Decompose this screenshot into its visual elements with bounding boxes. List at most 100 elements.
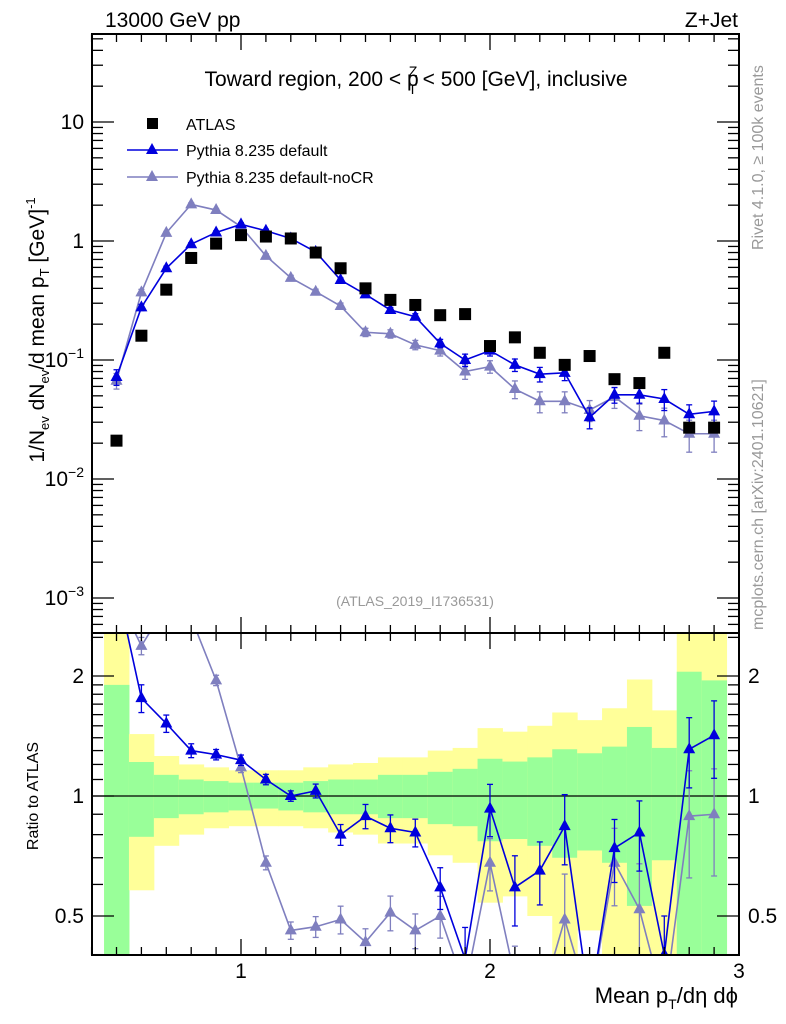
ratio-point-default bbox=[508, 880, 521, 892]
data-point-atlas bbox=[583, 350, 596, 363]
data-point-default bbox=[185, 237, 198, 249]
data-point-atlas bbox=[533, 346, 546, 359]
ratio-point-nocr bbox=[384, 905, 397, 917]
data-point-atlas bbox=[434, 309, 447, 322]
data-point-atlas bbox=[309, 246, 322, 259]
data-point-atlas bbox=[235, 229, 247, 242]
data-point-nocr bbox=[633, 408, 646, 420]
band-inner-bin bbox=[178, 779, 205, 815]
data-point-atlas bbox=[334, 262, 347, 275]
ratio-point-default bbox=[185, 743, 198, 755]
data-point-default bbox=[434, 336, 447, 348]
ratio-y-tick-label-right: 2 bbox=[748, 665, 760, 688]
ratio-point-default bbox=[235, 753, 247, 765]
band-inner-bin bbox=[527, 757, 553, 846]
data-point-nocr bbox=[384, 326, 397, 338]
main-plot-title: Toward region, 200 < pZ T < 500 [GeV], in… bbox=[204, 63, 627, 97]
ratio-point-default bbox=[284, 789, 297, 800]
ratio-point-nocr bbox=[409, 923, 422, 935]
y-tick-label: 1 bbox=[72, 230, 84, 253]
ratio-point-nocr bbox=[309, 919, 322, 931]
header-right: Z+Jet bbox=[685, 9, 738, 32]
data-point-nocr bbox=[533, 394, 546, 406]
ratio-point-default bbox=[558, 819, 571, 831]
data-point-atlas bbox=[384, 293, 397, 306]
data-point-default bbox=[558, 365, 571, 377]
data-point-default bbox=[409, 309, 422, 321]
ratio-point-default bbox=[633, 825, 646, 837]
data-point-default bbox=[110, 369, 123, 381]
ratio-y-axis-label: Ratio to ATLAS bbox=[25, 742, 42, 850]
y-tick-label: 10−3 bbox=[45, 583, 85, 610]
data-point-atlas bbox=[508, 331, 521, 344]
ratio-point-default bbox=[409, 825, 422, 837]
ratio-plot-marks bbox=[111, 577, 721, 1008]
data-point-default bbox=[508, 357, 521, 369]
legend-label-default: Pythia 8.235 default bbox=[186, 143, 328, 160]
legend-marker-default bbox=[146, 143, 158, 154]
data-point-default bbox=[683, 407, 696, 419]
legend-marker-atlas bbox=[147, 118, 158, 129]
data-point-nocr bbox=[160, 225, 173, 237]
data-point-default bbox=[384, 303, 397, 315]
data-point-nocr bbox=[210, 203, 223, 215]
data-point-atlas bbox=[484, 340, 496, 353]
data-point-atlas bbox=[110, 434, 123, 447]
band-inner-bin bbox=[427, 771, 454, 825]
ratio-point-default bbox=[533, 863, 546, 875]
data-point-atlas bbox=[259, 230, 272, 243]
data-point-atlas bbox=[210, 237, 223, 250]
data-point-nocr bbox=[459, 364, 472, 376]
band-inner-bin bbox=[104, 684, 130, 955]
data-point-atlas bbox=[359, 282, 372, 295]
x-axis-label: Mean pT/dη dϕ bbox=[595, 983, 738, 1012]
y-tick-label: 10−2 bbox=[45, 464, 85, 491]
band-inner-bin bbox=[502, 761, 528, 840]
data-point-nocr bbox=[259, 248, 272, 260]
data-point-default bbox=[533, 367, 546, 379]
ratio-point-nocr bbox=[534, 997, 546, 1008]
ratio-point-default bbox=[111, 577, 123, 588]
data-point-nocr bbox=[359, 325, 372, 337]
data-point-default bbox=[210, 225, 223, 237]
data-point-atlas bbox=[135, 329, 148, 342]
ratio-y-tick-label-left: 0.5 bbox=[55, 905, 84, 928]
rivet-label: Rivet 4.1.0, ≥ 100k events bbox=[750, 65, 767, 250]
data-point-default bbox=[160, 261, 173, 273]
ratio-point-nocr bbox=[558, 912, 571, 924]
mcplots-label: mcplots.cern.ch [arXiv:2401.10621] bbox=[750, 379, 767, 630]
ratio-y-tick-label-left: 1 bbox=[72, 785, 84, 808]
data-point-default bbox=[708, 404, 721, 416]
ratio-point-nocr bbox=[334, 912, 347, 924]
data-point-default bbox=[235, 217, 247, 229]
ratio-point-default bbox=[309, 783, 322, 795]
x-tick-label: 3 bbox=[733, 960, 745, 983]
data-point-atlas bbox=[558, 358, 571, 371]
band-inner-bin bbox=[328, 779, 354, 815]
ratio-point-nocr bbox=[111, 588, 123, 599]
data-point-nocr bbox=[185, 197, 198, 209]
data-point-atlas bbox=[160, 283, 173, 296]
data-point-default bbox=[608, 387, 621, 399]
main-y-axis-label: 1/Nev dNev/d mean pT [GeV]-1 bbox=[23, 197, 52, 462]
ratio-point-nocr bbox=[434, 909, 447, 920]
ratio-point-nocr bbox=[359, 935, 372, 947]
ratio-point-default bbox=[160, 716, 173, 728]
ratio-point-nocr bbox=[484, 855, 496, 867]
data-point-nocr bbox=[409, 337, 422, 349]
legend-marker-nocr bbox=[146, 170, 158, 181]
data-point-nocr bbox=[558, 394, 571, 406]
data-point-default bbox=[334, 273, 347, 285]
watermark: (ATLAS_2019_I1736531) bbox=[336, 593, 494, 609]
band-inner-bin bbox=[577, 753, 603, 851]
data-point-atlas bbox=[409, 298, 422, 311]
ratio-point-default bbox=[384, 821, 397, 833]
legend-label-nocr: Pythia 8.235 default-noCR bbox=[186, 170, 374, 187]
ratio-point-default bbox=[434, 880, 447, 892]
data-point-atlas bbox=[459, 308, 472, 321]
data-point-nocr bbox=[309, 284, 322, 296]
legend-label-atlas: ATLAS bbox=[186, 117, 236, 134]
ratio-point-nocr bbox=[135, 638, 148, 650]
ratio-y-tick-label-left: 2 bbox=[72, 665, 84, 688]
